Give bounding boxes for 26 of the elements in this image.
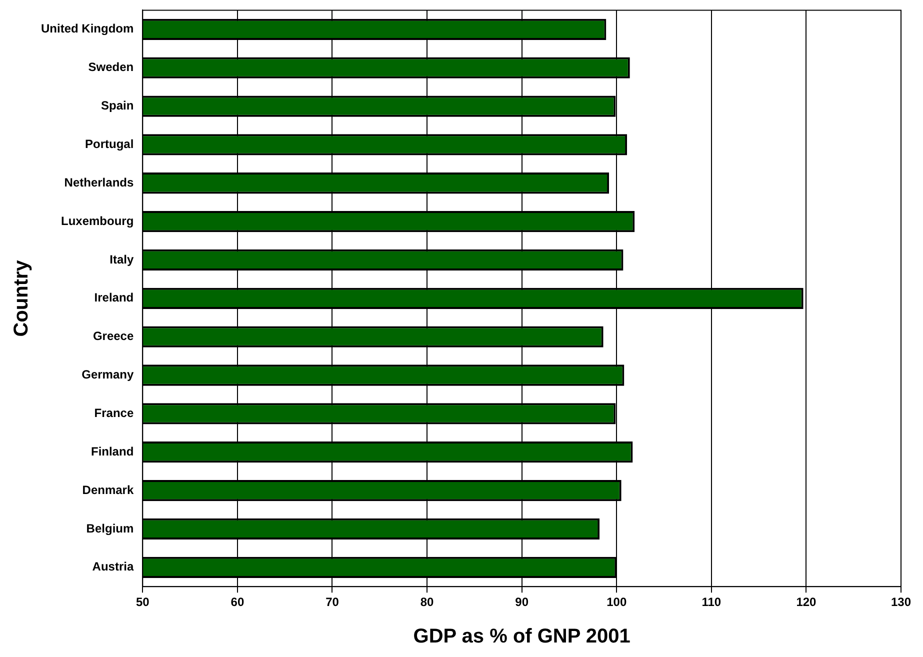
y-tick-label: Netherlands — [64, 175, 134, 190]
y-tick-label: Sweden — [88, 60, 134, 74]
y-tick-label: Greece — [92, 329, 134, 344]
x-axis-title: GDP as % of GNP 2001 — [413, 626, 630, 648]
y-tick-label: Germany — [82, 368, 134, 382]
x-tick-label: 110 — [702, 595, 722, 610]
x-tick-label: 80 — [420, 595, 434, 610]
y-tick-label: Luxembourg — [60, 214, 134, 228]
x-tick-label: 130 — [890, 595, 912, 610]
y-tick-label: Belgium — [86, 521, 134, 536]
y-tick-label: Italy — [110, 252, 134, 266]
y-tick-label: Austria — [92, 560, 134, 574]
x-tick-label: 120 — [796, 595, 817, 610]
x-tick-label: 70 — [326, 595, 340, 610]
y-tick-label: France — [94, 406, 134, 420]
x-tick-label: 50 — [136, 595, 150, 610]
x-tick-label: 100 — [606, 595, 627, 610]
y-axis-title: Country — [10, 259, 33, 337]
y-tick-label: United Kingdom — [41, 22, 134, 36]
x-tick-label: 60 — [230, 595, 244, 610]
y-tick-label: Ireland — [94, 290, 134, 305]
y-tick-label: Denmark — [82, 482, 134, 497]
y-tick-label: Portugal — [84, 137, 134, 152]
y-tick-label: Spain — [100, 98, 134, 113]
x-tick-label: 90 — [515, 595, 529, 610]
y-tick-label: Finland — [90, 444, 134, 458]
